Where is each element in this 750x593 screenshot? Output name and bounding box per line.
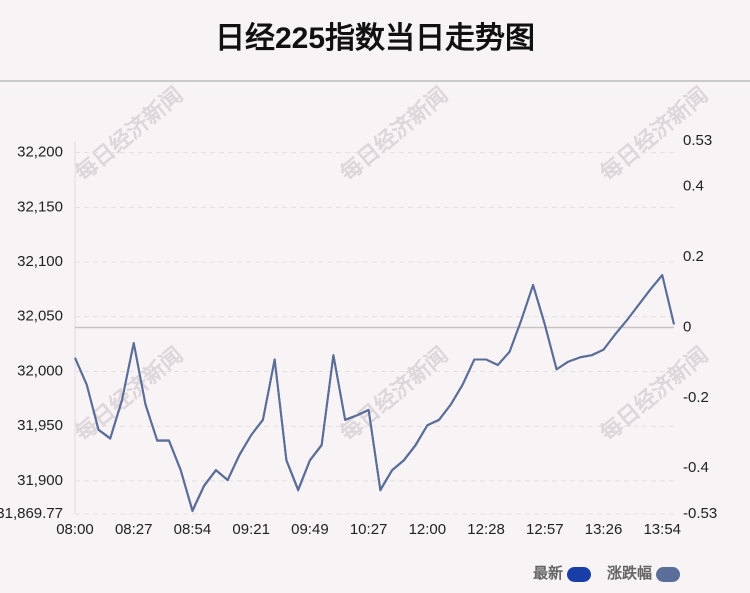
x-tick-label: 10:27 bbox=[350, 521, 388, 538]
legend-swatch bbox=[656, 567, 681, 582]
y-tick-label: 31,869.77 bbox=[0, 505, 63, 522]
x-tick-label: 12:57 bbox=[526, 521, 564, 538]
y-tick-label: 31,950 bbox=[17, 417, 63, 434]
watermark: 每日经济新闻 bbox=[335, 82, 453, 187]
y-tick-label: 32,050 bbox=[17, 308, 63, 325]
x-tick-label: 08:54 bbox=[174, 521, 212, 538]
x-tick-label: 12:00 bbox=[409, 521, 447, 538]
y-tick-label: 32,200 bbox=[17, 144, 63, 161]
y2-tick-label: -0.2 bbox=[683, 389, 709, 406]
x-tick-label: 08:27 bbox=[115, 521, 153, 538]
y2-tick-label: -0.4 bbox=[683, 459, 709, 476]
y2-tick-label: 0.4 bbox=[683, 178, 704, 195]
x-tick-label: 09:21 bbox=[232, 521, 270, 538]
y-tick-label: 31,900 bbox=[17, 472, 63, 489]
legend-label: 最新 bbox=[533, 564, 563, 582]
y2-tick-label: 0.53 bbox=[683, 132, 712, 149]
x-tick-label: 12:28 bbox=[467, 521, 505, 538]
series-line bbox=[74, 274, 675, 513]
y2-tick-label: -0.53 bbox=[683, 505, 717, 522]
y2-tick-label: 0.2 bbox=[683, 248, 704, 265]
watermark: 每日经济新闻 bbox=[335, 342, 453, 447]
legend-swatch bbox=[567, 567, 592, 582]
chart-title: 日经225指数当日走势图 bbox=[215, 21, 535, 55]
y-tick-label: 32,100 bbox=[17, 253, 63, 270]
watermark: 每日经济新闻 bbox=[70, 342, 188, 447]
y-tick-label: 32,000 bbox=[17, 362, 63, 379]
watermark: 每日经济新闻 bbox=[70, 82, 188, 187]
legend-label: 涨跌幅 bbox=[607, 564, 652, 582]
x-tick-label: 08:00 bbox=[56, 521, 94, 538]
x-tick-label: 13:54 bbox=[643, 521, 681, 538]
y2-tick-label: 0 bbox=[683, 318, 691, 335]
y-tick-label: 32,150 bbox=[17, 198, 63, 215]
x-tick-label: 09:49 bbox=[291, 521, 329, 538]
x-tick-label: 13:26 bbox=[585, 521, 623, 538]
